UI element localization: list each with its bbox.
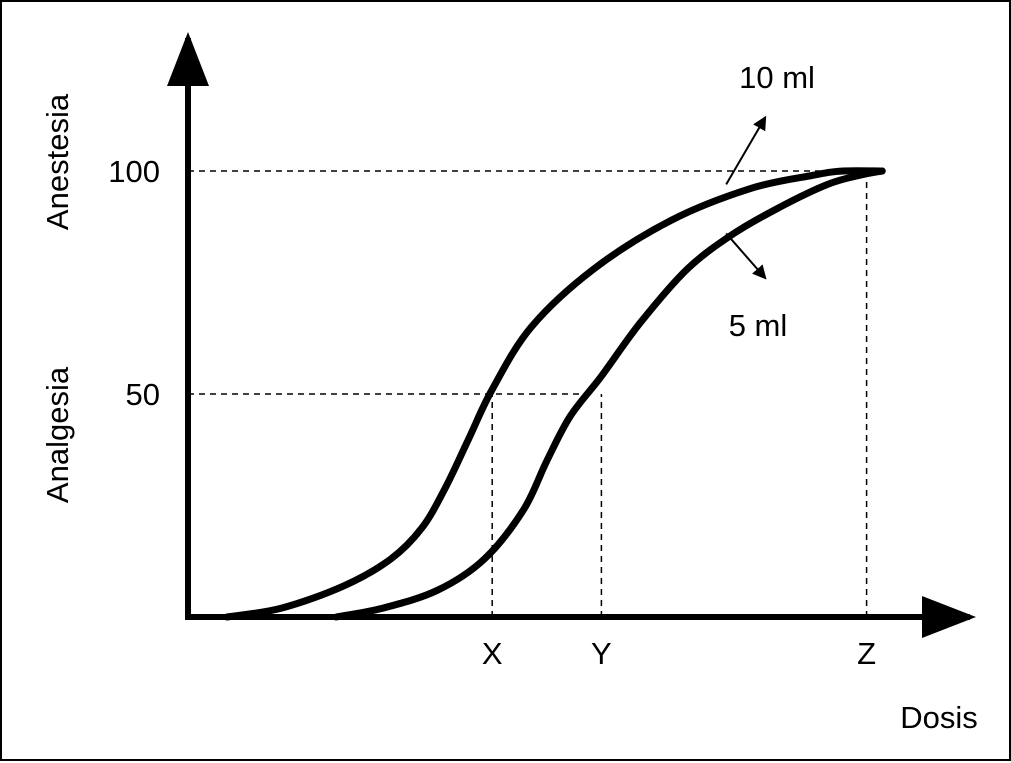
tick-labels: 50 100 X Y Z [108,154,876,671]
series-label-5-ml: 5 ml [729,308,788,343]
y-axis-label-analgesia: Analgesia [40,366,75,503]
axes [167,32,976,638]
series-line-5-ml [332,167,886,621]
y-tick-label-100: 100 [108,154,160,189]
pointer-arrow-10-ml [725,115,767,185]
y-tick-label-50: 50 [126,377,160,412]
y-axis-label-anestesia: Anestesia [40,93,75,230]
series-labels: 10 ml 5 ml [729,60,815,343]
series-line-10-ml [223,167,886,621]
pointer-arrow-5-ml [725,232,767,280]
series-curves [223,167,886,621]
x-tick-label-Z: Z [857,636,876,671]
x-tick-label-Y: Y [591,636,612,671]
x-axis-label: Dosis [900,700,978,735]
series-label-10-ml: 10 ml [739,60,815,95]
series-pointer-arrows [725,115,767,280]
x-tick-label-X: X [482,636,503,671]
dashed-guide-lines [188,170,868,617]
